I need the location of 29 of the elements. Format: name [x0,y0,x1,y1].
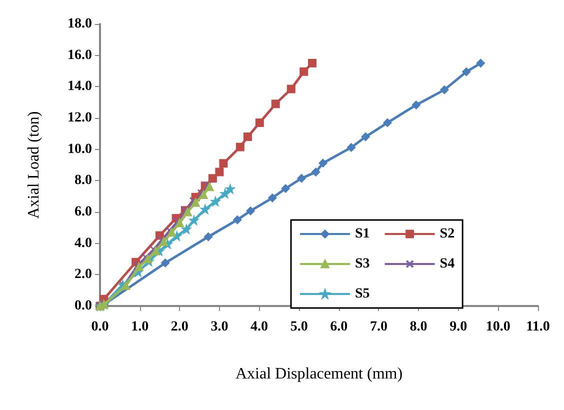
y-tick-label: 0.0 [74,298,92,314]
legend-label: S5 [355,286,370,302]
y-tick-label: 16.0 [68,48,92,63]
x-tick-label: 5.0 [290,320,308,334]
legend-label: S3 [355,256,370,272]
legend-label: S1 [355,226,370,242]
y-tick-label: 8.0 [74,173,92,188]
x-tick-label: 7.0 [370,320,388,334]
legend-label: S2 [440,226,455,242]
legend-label: S4 [440,256,455,272]
y-tick-label: 4.0 [74,236,92,251]
x-tick-label: 6.0 [330,320,348,334]
y-axis-title: Axial Load (ton) [26,111,42,219]
y-tick-label: 12.0 [68,110,92,126]
x-tick-label: 9.0 [450,320,468,334]
x-tick-label: 4.0 [250,320,268,334]
x-tick-label: 11.0 [526,320,550,334]
x-axis-title: Axial Displacement (mm) [235,366,403,382]
x-tick-label: 10.0 [486,320,510,334]
y-tick-label: 14.0 [68,79,92,94]
x-tick-label: 1.0 [131,320,149,334]
y-tick-label: 10.0 [68,142,92,157]
x-tick-label: 3.0 [210,320,228,334]
y-tick-label: 18.0 [68,16,92,32]
x-tick-label: 2.0 [170,320,188,334]
x-tick-label: 0.0 [91,320,109,334]
y-tick-label: 2.0 [74,267,92,282]
x-tick-label: 8.0 [410,320,428,334]
y-tick-label: 6.0 [74,204,92,220]
